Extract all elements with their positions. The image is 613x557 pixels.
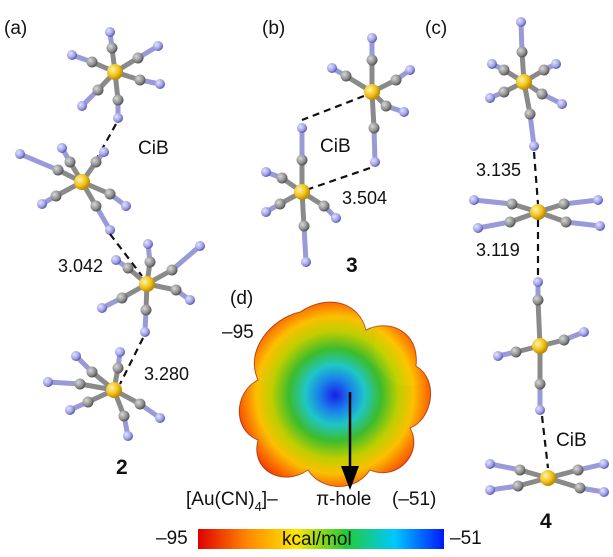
colorbar-min-label: –95 [156,528,188,549]
panel-c-distance-1: 3.135 [476,160,521,180]
panel-b-structure [261,33,415,267]
panel-a-distance-2: 3.280 [144,364,189,384]
panel-label-a: (a) [4,18,27,39]
panel-c-compound-number: 4 [540,510,552,533]
anion-formula: [Au(CN)4]– [186,489,278,514]
panel-c-cib-label: CiB [556,430,587,451]
colorbar [198,529,444,549]
anion-formula-main: [Au(CN) [186,489,255,510]
panel-b-distance: 3.504 [342,188,387,208]
anion-formula-subscript: 4 [255,499,262,514]
panel-b-compound-number: 3 [346,254,358,277]
anion-formula-charge: ]– [262,489,278,510]
panel-label-d: (d) [230,288,253,309]
pi-hole-arrow [341,392,359,490]
pi-hole-label: π-hole [316,489,371,510]
panel-c-distance-2: 3.119 [476,240,520,260]
panel-label-b: (b) [262,18,285,39]
panel-b-cib-label: CiB [320,136,351,157]
colorbar-max-label: –51 [450,528,482,549]
panel-c-structure [469,17,609,497]
panel-a-compound-number: 2 [116,456,128,479]
esp-surface [238,301,432,487]
esp-minimum-value: –95 [222,322,254,343]
panel-label-c: (c) [425,18,447,39]
panel-a-cib-label: CiB [138,138,169,159]
pi-hole-value: (–51) [392,489,436,510]
panel-a-structure [15,27,205,441]
colorbar-unit-label: kcal/mol [282,529,352,550]
panel-a-distance-1: 3.042 [58,256,103,276]
